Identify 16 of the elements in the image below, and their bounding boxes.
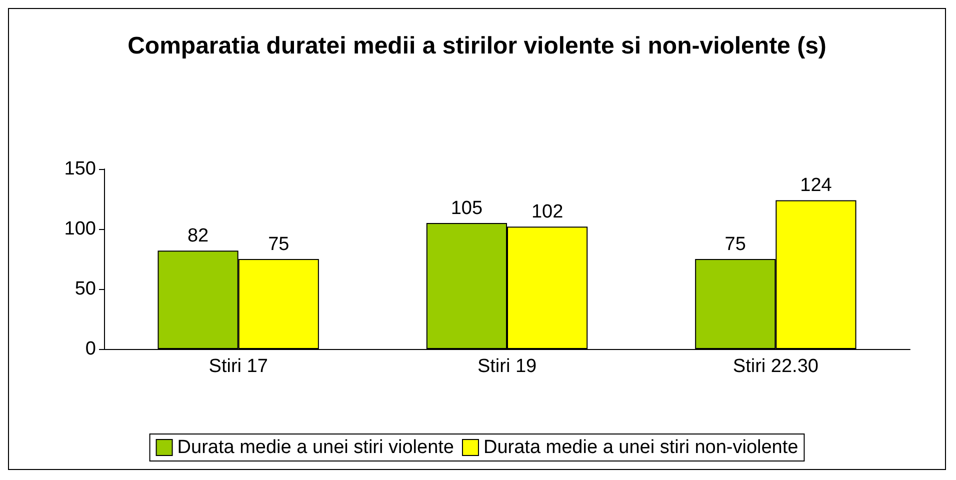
- data-label: 105: [450, 198, 483, 219]
- x-tick-label: Stiri 19: [477, 356, 537, 377]
- chart-title: Comparatia duratei medii a stirilor violente si non-violente (s): [128, 32, 826, 60]
- y-tick-label: 150: [64, 158, 96, 180]
- x-tick-label: Stiri 17: [208, 356, 268, 377]
- data-label: 75: [268, 234, 290, 255]
- y-tick-label: 50: [74, 278, 96, 300]
- y-tick-label: 100: [64, 218, 96, 240]
- x-tick-label: Stiri 22.30: [732, 356, 818, 377]
- y-tick-label: 0: [85, 338, 96, 360]
- data-label: 82: [187, 226, 209, 247]
- legend-label: Durata medie a unei stiri violente: [177, 437, 454, 458]
- legend-label: Durata medie a unei stiri non-violente: [483, 437, 798, 458]
- data-label: 102: [531, 202, 564, 223]
- data-label: 75: [724, 234, 746, 255]
- data-label: 124: [800, 175, 832, 196]
